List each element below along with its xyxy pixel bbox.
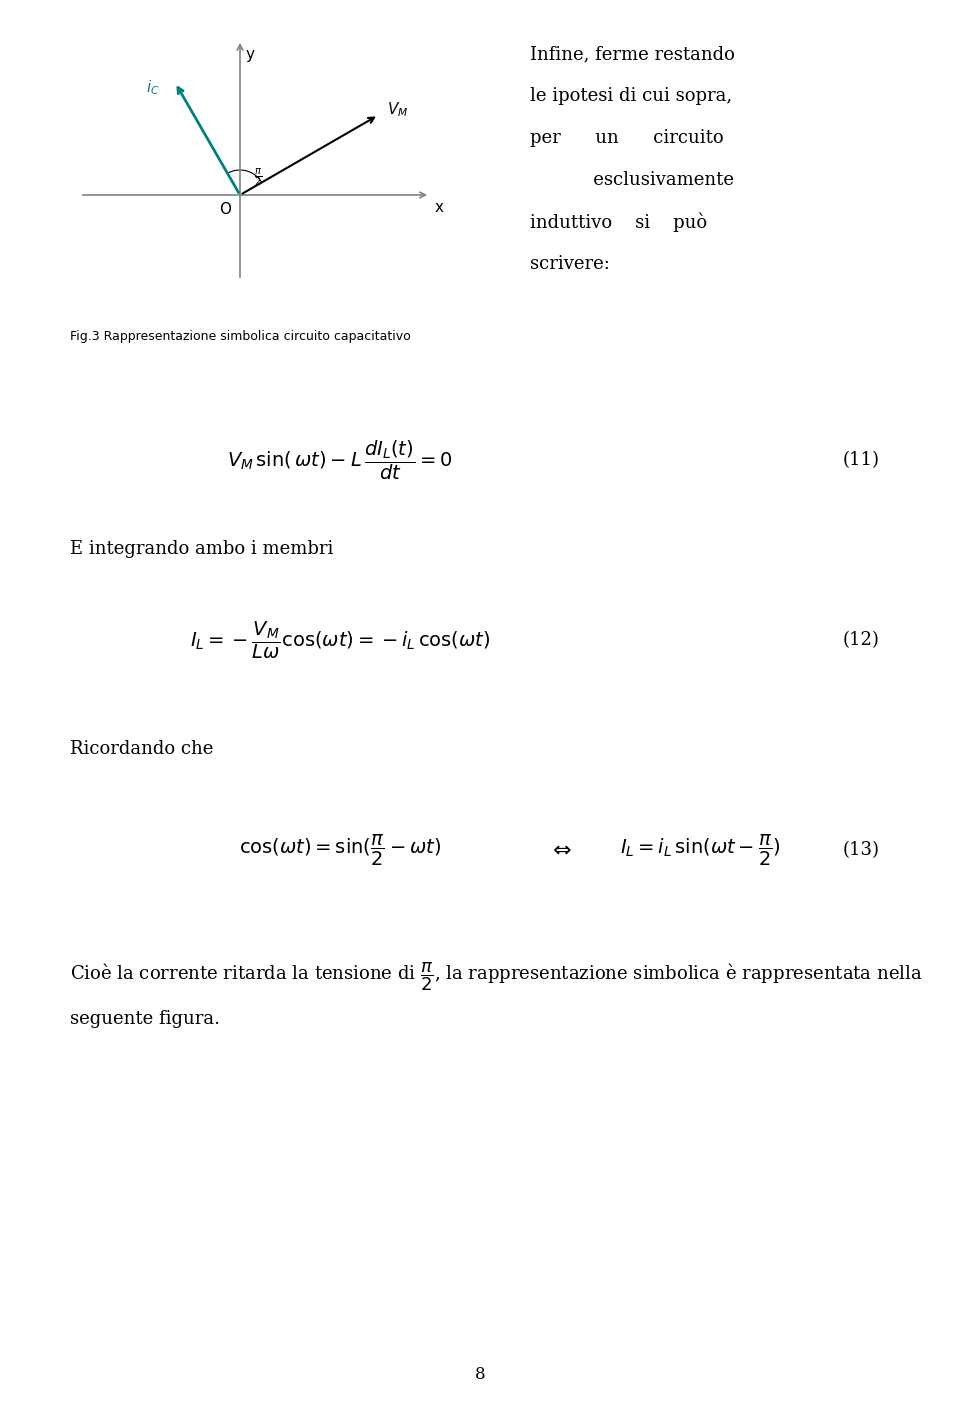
Text: 8: 8	[474, 1366, 486, 1383]
Text: (12): (12)	[843, 632, 880, 649]
Text: seguente figura.: seguente figura.	[70, 1010, 220, 1029]
Text: (13): (13)	[843, 841, 880, 859]
Text: $\cos(\omega t) = \sin(\dfrac{\pi}{2} - \omega t)$: $\cos(\omega t) = \sin(\dfrac{\pi}{2} - …	[239, 832, 441, 868]
Text: $V_M$: $V_M$	[387, 100, 408, 119]
Text: (11): (11)	[843, 451, 880, 469]
Text: le ipotesi di cui sopra,: le ipotesi di cui sopra,	[530, 88, 732, 105]
Text: $\Leftrightarrow$: $\Leftrightarrow$	[548, 839, 572, 861]
Text: $V_M\,\sin(\,\omega t) - L\,\dfrac{dI_L(t)}{dt} = 0$: $V_M\,\sin(\,\omega t) - L\,\dfrac{dI_L(…	[228, 438, 453, 482]
Text: $\frac{\pi}{2}$: $\frac{\pi}{2}$	[253, 167, 262, 188]
Text: y: y	[245, 48, 254, 62]
Text: $I_L = -\dfrac{V_M}{L\omega}\cos(\omega t) = -i_L\,\cos(\omega t)$: $I_L = -\dfrac{V_M}{L\omega}\cos(\omega …	[190, 619, 491, 661]
Text: E integrando ambo i membri: E integrando ambo i membri	[70, 540, 333, 558]
Text: $I_L = i_L\,\sin(\omega t - \dfrac{\pi}{2})$: $I_L = i_L\,\sin(\omega t - \dfrac{\pi}{…	[619, 832, 780, 868]
Text: scrivere:: scrivere:	[530, 254, 610, 273]
Text: x: x	[435, 199, 444, 215]
Text: Infine, ferme restando: Infine, ferme restando	[530, 45, 734, 64]
Text: esclusivamente: esclusivamente	[530, 171, 734, 189]
Text: Fig.3 Rappresentazione simbolica circuito capacitativo: Fig.3 Rappresentazione simbolica circuit…	[70, 331, 411, 343]
Text: induttivo    si    può: induttivo si può	[530, 213, 708, 233]
Text: $i_C$: $i_C$	[146, 78, 160, 96]
Text: Cioè la corrente ritarda la tensione di $\dfrac{\pi}{2}$, la rappresentazione si: Cioè la corrente ritarda la tensione di …	[70, 959, 923, 993]
Text: per      un      circuito: per un circuito	[530, 129, 724, 147]
Text: O: O	[219, 202, 231, 218]
Text: Ricordando che: Ricordando che	[70, 740, 213, 757]
